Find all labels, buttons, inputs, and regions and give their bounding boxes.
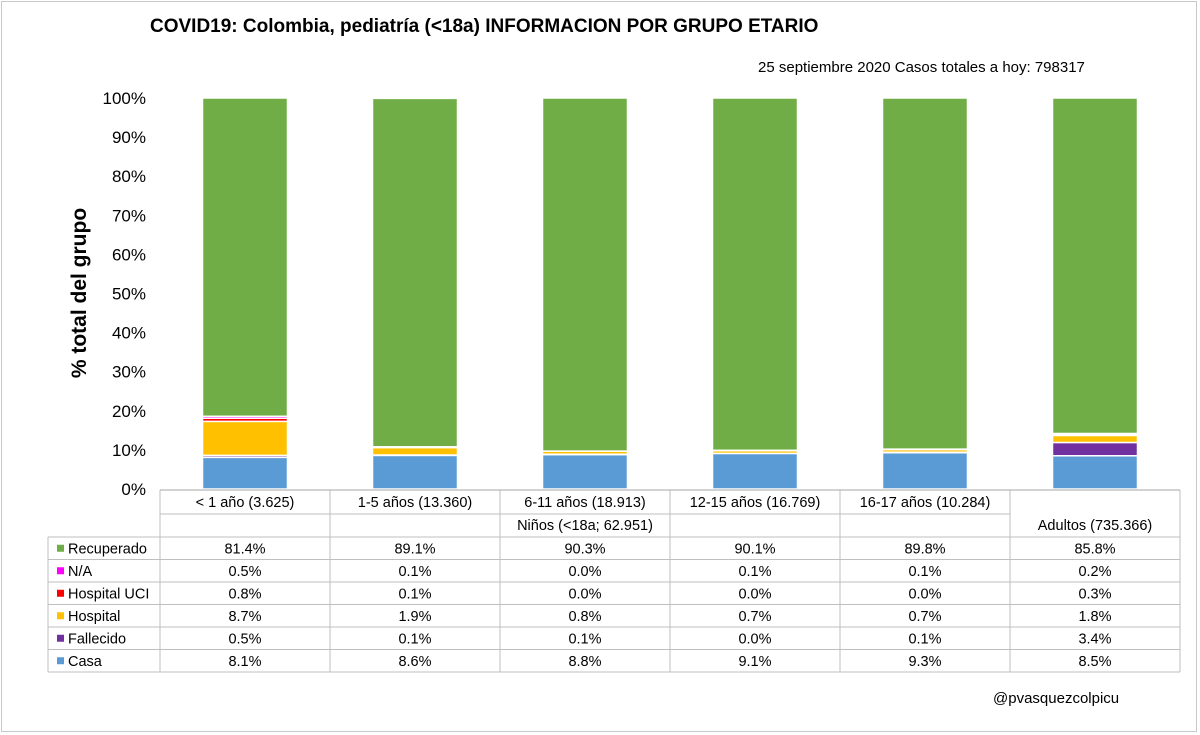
table-value: 0.5% <box>228 564 261 580</box>
bar-segment <box>371 446 459 456</box>
group-label: Adultos (735.366) <box>1038 518 1152 534</box>
table-value: 0.0% <box>738 632 771 648</box>
y-tick-label: 30% <box>112 363 146 382</box>
table-value: 1.9% <box>398 609 431 625</box>
y-tick-label: 20% <box>112 402 146 421</box>
legend-key <box>57 589 64 597</box>
table-value: 8.8% <box>568 654 601 670</box>
bar-segment <box>711 97 799 452</box>
chart-subtitle: 25 septiembre 2020 Casos totales a hoy: … <box>758 59 1085 76</box>
table-value: 89.8% <box>904 542 945 558</box>
bar-segment <box>711 452 799 490</box>
chart-title: COVID19: Colombia, pediatría (<18a) INFO… <box>150 16 819 37</box>
legend-key <box>57 657 64 665</box>
table-value: 0.7% <box>738 609 771 625</box>
table-value: 90.3% <box>564 542 605 558</box>
table-value: 8.1% <box>228 654 261 670</box>
category-label: 1-5 años (13.360) <box>358 495 472 511</box>
table-value: 90.1% <box>734 542 775 558</box>
table-value: 0.1% <box>398 632 431 648</box>
legend-label: Casa <box>68 654 103 670</box>
bar-segment <box>881 97 969 450</box>
bar-segment <box>371 97 459 448</box>
author-handle: @pvasquezcolpicu <box>993 690 1120 707</box>
bar-segment <box>1051 441 1139 457</box>
bar-segment <box>201 420 289 457</box>
table-value: 1.8% <box>1078 609 1111 625</box>
category-label: 12-15 años (16.769) <box>690 495 821 511</box>
table-value: 0.3% <box>1078 587 1111 603</box>
y-tick-label: 50% <box>112 285 146 304</box>
table-value: 0.1% <box>398 564 431 580</box>
y-tick-label: 80% <box>112 167 146 186</box>
y-tick-label: 40% <box>112 324 146 343</box>
y-tick-label: 90% <box>112 128 146 147</box>
table-value: 0.7% <box>908 609 941 625</box>
table-value: 0.2% <box>1078 564 1111 580</box>
table-value: 0.1% <box>908 564 941 580</box>
legend-label: Fallecido <box>68 632 126 648</box>
table-value: 8.5% <box>1078 654 1111 670</box>
legend-label: Hospital <box>68 609 120 625</box>
legend-key <box>57 612 64 620</box>
bar-segment <box>371 454 459 490</box>
table-value: 0.0% <box>738 587 771 603</box>
category-label: < 1 año (3.625) <box>196 495 295 511</box>
bar-segment <box>881 451 969 490</box>
table-value: 0.0% <box>908 587 941 603</box>
legend-label: Hospital UCI <box>68 587 149 603</box>
table-value: 0.1% <box>568 632 601 648</box>
category-label: 6-11 años (18.913) <box>524 495 645 511</box>
y-tick-label: 70% <box>112 206 146 225</box>
y-tick-label: 0% <box>121 480 146 499</box>
table-value: 0.1% <box>398 587 431 603</box>
table-value: 89.1% <box>394 542 435 558</box>
y-tick-label: 100% <box>103 89 146 108</box>
bar-segment <box>201 97 289 418</box>
table-value: 0.0% <box>568 587 601 603</box>
y-tick-label: 60% <box>112 245 146 264</box>
table-value: 0.0% <box>568 564 601 580</box>
legend-key <box>57 567 64 575</box>
table-value: 9.3% <box>908 654 941 670</box>
bar-segment <box>1051 434 1139 444</box>
table-value: 0.1% <box>738 564 771 580</box>
table-value: 81.4% <box>224 542 265 558</box>
bar-segment <box>541 453 629 490</box>
category-label: 16-17 años (10.284) <box>860 495 991 511</box>
legend-key <box>57 544 64 552</box>
bar-segment <box>1051 455 1139 490</box>
table-value: 0.1% <box>908 632 941 648</box>
legend-label: Recuperado <box>68 542 147 558</box>
bar-segment <box>1051 97 1139 435</box>
table-value: 0.8% <box>568 609 601 625</box>
bar-segment <box>201 456 289 490</box>
y-tick-label: 10% <box>112 441 146 460</box>
table-value: 8.6% <box>398 654 431 670</box>
table-value: 8.7% <box>228 609 261 625</box>
legend-label: N/A <box>68 564 93 580</box>
table-value: 9.1% <box>738 654 771 670</box>
legend-key <box>57 634 64 642</box>
table-value: 3.4% <box>1078 632 1111 648</box>
table-value: 85.8% <box>1074 542 1115 558</box>
bar-segment <box>541 97 629 452</box>
table-value: 0.8% <box>228 587 261 603</box>
group-label: Niños (<18a; 62.951) <box>517 518 653 534</box>
table-value: 0.5% <box>228 632 261 648</box>
